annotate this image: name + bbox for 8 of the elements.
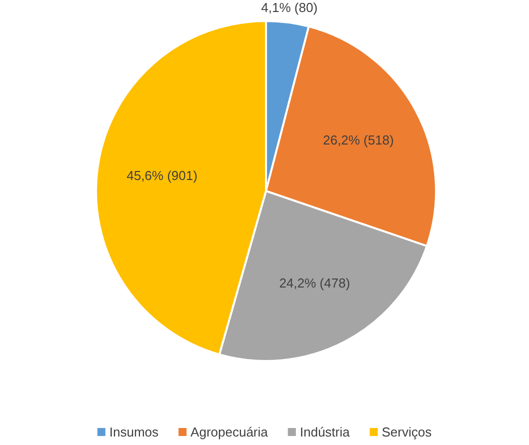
legend-label: Insumos bbox=[109, 424, 160, 440]
legend-label: Agropecuária bbox=[190, 424, 269, 440]
data-label: 24,2% (478) bbox=[279, 276, 350, 290]
legend-label: Indústria bbox=[300, 424, 350, 440]
data-label: 4,1% (80) bbox=[261, 0, 318, 15]
data-label: 45,6% (901) bbox=[126, 168, 198, 183]
data-label: 26,2% (518) bbox=[323, 132, 394, 148]
legend-label: Serviços bbox=[382, 424, 432, 440]
